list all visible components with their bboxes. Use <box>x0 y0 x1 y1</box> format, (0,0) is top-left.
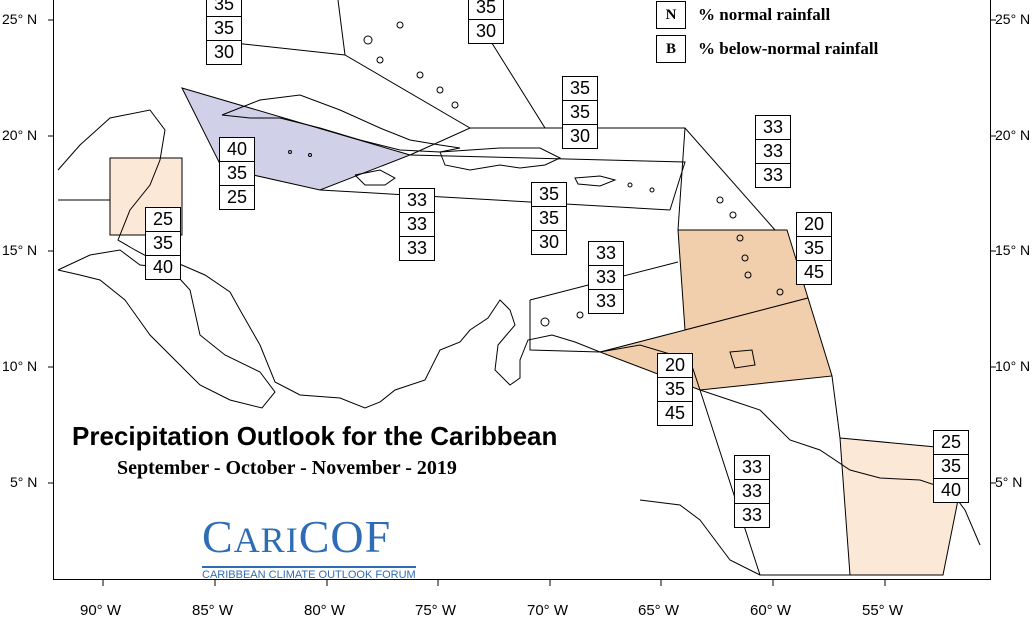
forecast-box-guyana: 33 33 33 <box>734 455 770 528</box>
caricof-logo: CARICOF CARIBBEAN CLIMATE OUTLOOK FORUM <box>202 514 416 581</box>
prob-value: 40 <box>940 480 962 500</box>
prob-value: 40 <box>152 257 174 277</box>
prob-value: 33 <box>735 480 769 504</box>
prob-value: 33 <box>756 140 790 164</box>
prob-value: 30 <box>213 42 235 62</box>
lat-label-15n-left: 15° N <box>2 242 38 258</box>
lat-label-10n-left: 10° N <box>2 358 38 374</box>
prob-value: 33 <box>400 213 434 237</box>
legend-normal: N % normal rainfall <box>656 1 830 29</box>
logo-letters-ari: ARI <box>233 520 299 560</box>
prob-value: 20 <box>658 354 692 378</box>
prob-value: 45 <box>803 262 825 282</box>
prob-value: 33 <box>735 456 769 480</box>
lon-label-80w: 80° W <box>304 602 346 619</box>
forecast-box-windward: 20 35 45 <box>796 212 832 285</box>
prob-value: 33 <box>589 266 623 290</box>
forecast-box-cuba: 40 35 25 <box>219 137 255 210</box>
prob-value: 25 <box>934 431 968 455</box>
prob-value: 35 <box>934 455 968 479</box>
prob-value: 35 <box>207 0 241 17</box>
lon-label-70w: 70° W <box>527 602 569 619</box>
prob-value: 33 <box>595 291 617 311</box>
map-title: Precipitation Outlook for the Caribbean <box>72 421 558 451</box>
logo-tagline: CARIBBEAN CLIMATE OUTLOOK FORUM <box>202 566 416 581</box>
legend-text-normal: % normal rainfall <box>698 5 831 24</box>
lat-label-20n-left: 20° N <box>2 127 38 143</box>
logo-wordmark: CARICOF <box>202 514 416 563</box>
prob-value: 35 <box>532 183 566 207</box>
forecast-box-hispaniola-north: 35 35 30 <box>562 76 598 149</box>
lon-label-65w: 65° W <box>638 602 680 619</box>
legend-key-below: B <box>656 35 686 63</box>
prob-value: 40 <box>220 138 254 162</box>
lon-label-85w: 85° W <box>192 602 234 619</box>
prob-value: 35 <box>207 17 241 41</box>
prob-value: 35 <box>469 0 503 20</box>
map-subtitle: September - October - November - 2019 <box>117 457 457 479</box>
lon-label-60w: 60° W <box>750 602 792 619</box>
prob-value: 25 <box>226 187 248 207</box>
prob-value: 35 <box>532 207 566 231</box>
prob-value: 35 <box>146 232 180 256</box>
forecast-box-leeward-north: 33 33 33 <box>755 115 791 188</box>
forecast-box-hispaniola-south: 35 35 30 <box>531 182 567 255</box>
prob-value: 35 <box>563 77 597 101</box>
prob-value: 35 <box>563 101 597 125</box>
prob-value: 30 <box>538 232 560 252</box>
coastlines <box>57 94 981 576</box>
lon-label-75w: 75° W <box>415 602 457 619</box>
lat-label-5n-right: 5° N <box>995 474 1023 490</box>
prob-value: 33 <box>400 189 434 213</box>
lon-label-55w: 55° W <box>862 602 904 619</box>
prob-value: 45 <box>664 403 686 423</box>
prob-value: 33 <box>406 238 428 258</box>
prob-value: 35 <box>220 162 254 186</box>
prob-value: 33 <box>741 505 763 525</box>
logo-letters-cof: COF <box>298 511 392 562</box>
prob-value: 30 <box>569 126 591 146</box>
legend-key-normal: N <box>656 1 686 29</box>
lat-label-25n-right: 25° N <box>995 11 1031 27</box>
logo-letter-c: C <box>202 511 234 562</box>
prob-value: 25 <box>146 208 180 232</box>
lat-label-25n-left: 25° N <box>2 11 38 27</box>
axis-ticks <box>48 19 996 586</box>
prob-value: 35 <box>658 378 692 402</box>
lat-label-15n-right: 15° N <box>995 242 1031 258</box>
prob-value: 33 <box>756 116 790 140</box>
forecast-box-suriname: 25 35 40 <box>933 430 969 503</box>
legend-below: B % below-normal rainfall <box>656 35 878 63</box>
prob-value: 33 <box>589 242 623 266</box>
legend-text-below: % below-normal rainfall <box>698 39 879 58</box>
lat-label-20n-right: 20° N <box>995 127 1031 143</box>
forecast-box-bahamas-east: 35 30 <box>468 0 504 44</box>
prob-value: 33 <box>762 165 784 185</box>
lat-label-5n-left: 5° N <box>10 474 38 490</box>
forecast-box-abc-islands: 33 33 33 <box>588 241 624 314</box>
prob-value: 35 <box>797 237 831 261</box>
forecast-box-jamaica: 33 33 33 <box>399 188 435 261</box>
small-islands <box>288 21 784 327</box>
forecast-box-trinidad: 20 35 45 <box>657 353 693 426</box>
lat-label-10n-right: 10° N <box>995 358 1031 374</box>
region-cuba-shade <box>181 87 412 191</box>
lon-label-90w: 90° W <box>80 602 122 619</box>
forecast-box-bahamas-west: 35 35 30 <box>206 0 242 65</box>
prob-value: 30 <box>475 21 497 41</box>
map-frame <box>53 0 991 580</box>
prob-value: 20 <box>797 213 831 237</box>
forecast-box-belize: 25 35 40 <box>145 207 181 280</box>
